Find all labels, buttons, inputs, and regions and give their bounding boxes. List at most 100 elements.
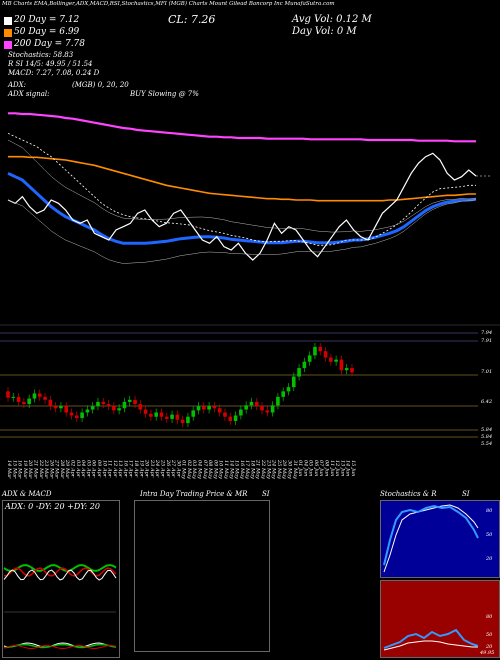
- buy-signal: BUY Slowing @ 7%: [130, 90, 199, 98]
- candle-body: [6, 391, 10, 398]
- date-tick-label: 13 Apr: [117, 460, 124, 478]
- date-tick-label: 27 Mar: [53, 460, 60, 479]
- candle-body: [202, 406, 206, 410]
- date-tick-label: 16 Apr: [122, 460, 129, 478]
- rsi-signal-line: [383, 640, 478, 651]
- stoch-tick: 80: [486, 508, 493, 514]
- date-tick-label: 08 May: [207, 460, 214, 479]
- date-axis: 14 Mar 15 Mar 16 Mar 19 Mar 20 Mar 21 Mar 22 M…: [0, 460, 500, 486]
- price-label: 5.84: [481, 434, 493, 440]
- candle-body: [90, 406, 95, 410]
- macd-line: [3, 642, 117, 648]
- date-tick-label: 01 May: [180, 460, 187, 479]
- date-tick-label: 04 May: [196, 460, 203, 479]
- candle-body: [101, 401, 106, 405]
- intraday-panel-title: Intra Day Trading Price & MR: [140, 490, 248, 498]
- candle-body: [186, 416, 190, 424]
- date-tick-label: 04 Jun: [302, 460, 309, 477]
- candle-body: [127, 399, 132, 402]
- date-tick-label: 02 Apr: [69, 460, 76, 478]
- date-tick-label: 29 May: [281, 460, 288, 479]
- avg-volume: Avg Vol: 0.12 M: [292, 14, 372, 25]
- candle-body: [11, 396, 16, 398]
- candle-body: [133, 399, 137, 405]
- macd-signal-line: [3, 643, 117, 649]
- date-tick-label: 15 May: [233, 460, 240, 479]
- legend-label-ema50: 50 Day = 6.99: [14, 27, 80, 37]
- rsi-value: R SI 14/5: 49.95 / 51.54: [8, 60, 93, 68]
- ema50-line: [8, 155, 476, 202]
- price-label: 5.54: [481, 441, 493, 447]
- date-tick-label: 29 Mar: [64, 460, 71, 479]
- candle-body: [32, 393, 37, 399]
- day-volume: Day Vol: 0 M: [292, 26, 357, 37]
- candle-body: [48, 399, 53, 407]
- adx-plus-di-line: [3, 564, 117, 572]
- date-tick-label: 02 May: [185, 460, 192, 479]
- date-tick-label: 25 Apr: [159, 460, 166, 478]
- candle-body: [228, 416, 233, 421]
- date-tick-label: 18 Apr: [133, 460, 139, 478]
- date-tick-label: 13 Jun: [339, 460, 346, 477]
- date-tick-label: 10 May: [217, 460, 224, 479]
- date-tick-label: 03 Apr: [74, 460, 81, 478]
- candle-body: [307, 355, 312, 362]
- rsi-tick: 20: [486, 644, 493, 650]
- candle-body: [286, 387, 291, 392]
- stoch-panel-si: SI: [462, 490, 470, 498]
- legend-swatch-ema50: [4, 29, 12, 37]
- date-tick-label: 20 Mar: [27, 460, 34, 479]
- candle-body: [297, 368, 301, 377]
- date-tick-label: 10 Apr: [101, 460, 108, 478]
- candle-body: [175, 414, 180, 420]
- date-tick-label: 01 Jun: [297, 460, 304, 477]
- legend-swatch-ema200: [4, 41, 12, 49]
- close-label: CL: 7.26: [168, 13, 216, 26]
- date-tick-label: 06 Jun: [312, 460, 319, 477]
- candle-body: [149, 413, 153, 417]
- adx-panel: ADX: 0 -DY: 20 +DY: 20: [2, 500, 120, 658]
- date-tick-label: 03 May: [191, 460, 198, 479]
- close-price-line: [7, 152, 477, 261]
- ema-chart: [7, 112, 490, 264]
- date-tick-label: 30 May: [286, 460, 293, 479]
- stoch-panel: [380, 500, 500, 578]
- adx-params: (MGB) 0, 20, 20: [72, 81, 129, 89]
- candle-body: [117, 408, 121, 411]
- date-tick-label: 11 Apr: [106, 460, 113, 478]
- candle-body: [291, 376, 296, 388]
- candle-body: [159, 412, 164, 417]
- intraday-panel-si: SI: [262, 490, 270, 498]
- rsi-tick: 50: [486, 632, 493, 638]
- rsi-line: [383, 628, 479, 649]
- date-tick-label: 16 Mar: [16, 460, 23, 479]
- price-label: 7.94: [481, 330, 493, 336]
- candle-body: [254, 401, 259, 407]
- date-tick-label: 04 Apr: [80, 460, 87, 478]
- price-label: 6.42: [481, 399, 493, 405]
- candle-body: [164, 416, 169, 419]
- candle-body: [339, 359, 344, 371]
- candle-body: [281, 391, 285, 397]
- stoch-tick: 20: [486, 556, 493, 562]
- date-tick-label: 23 Apr: [148, 460, 155, 478]
- date-tick-label: 21 Mar: [32, 460, 39, 479]
- macd-histogram-line: [3, 644, 117, 650]
- price-label: 5.84: [481, 427, 493, 433]
- date-tick-label: 17 Apr: [127, 460, 134, 478]
- candle-body: [53, 406, 58, 409]
- macd-value: MACD: 7.27, 7.08, 0.24 D: [8, 69, 100, 77]
- legend-swatch-ema20: [4, 17, 12, 25]
- legend-label-ema200: 200 Day = 7.78: [14, 39, 86, 49]
- date-tick-label: 16 May: [238, 460, 245, 479]
- candle-body: [143, 409, 148, 414]
- date-tick-label: 17 May: [244, 460, 251, 479]
- candle-body: [350, 368, 354, 373]
- bollinger-band-line: [7, 199, 477, 264]
- candle-body: [106, 404, 111, 407]
- candle-body: [244, 405, 248, 410]
- candle-body: [180, 419, 185, 424]
- date-tick-label: 21 May: [254, 460, 261, 479]
- candle-body: [191, 410, 196, 417]
- candle-body: [22, 401, 26, 405]
